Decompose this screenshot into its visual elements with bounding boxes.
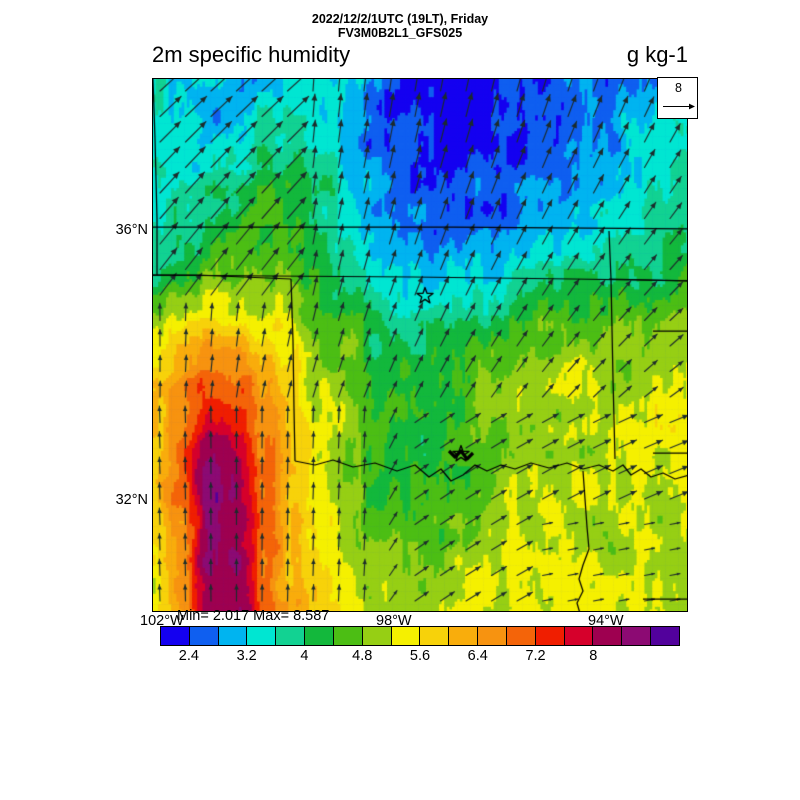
wind-reference-value: 8 (675, 81, 682, 95)
map-plot-area[interactable] (152, 78, 688, 612)
colorbar-tick-4.8: 4.8 (352, 648, 373, 664)
header-block: 2022/12/2/1UTC (19LT), Friday FV3M0B2L1_… (0, 12, 800, 40)
wind-reference-vector-legend: 8 (657, 77, 698, 119)
colorbar-segment-13 (535, 627, 565, 645)
page-title: 2m specific humidity (152, 42, 351, 67)
colorbar-tick-4: 4 (300, 648, 309, 664)
colorbar-tick-3.2: 3.2 (236, 648, 257, 664)
colorbar-segment-14 (564, 627, 594, 645)
state-borders-layer (153, 79, 687, 611)
colorbar-segment-8 (391, 627, 421, 645)
colorbar-segment-5 (305, 627, 334, 645)
colorbar-segment-15 (593, 627, 623, 645)
colorbar[interactable]: 2.4 3.2 4 4.8 5.6 6.4 7.2 8 (160, 626, 680, 664)
units-label: g kg-1 (626, 42, 688, 67)
colorbar-segment-7 (362, 627, 392, 645)
colorbar-segment-6 (333, 627, 363, 645)
lon-label-98w: 98°W (376, 613, 412, 629)
colorbar-segment-0 (161, 627, 190, 645)
colorbar-segment-4 (276, 627, 306, 645)
colorbar-tick-8: 8 (589, 648, 598, 664)
colorbar-segment-2 (218, 627, 248, 645)
colorbar-tick-2.4: 2.4 (178, 648, 199, 664)
colorbar-tick-labels: 2.4 3.2 4 4.8 5.6 6.4 7.2 8 (160, 648, 680, 668)
header-line-model: FV3M0B2L1_GFS025 (337, 26, 463, 40)
right-arrow-icon (663, 103, 695, 110)
title-row: 2m specific humidity g kg-1 (152, 42, 688, 68)
colorbar-segment-12 (506, 627, 536, 645)
lat-label-32n: 32°N (115, 492, 148, 508)
colorbar-segment-11 (478, 627, 507, 645)
lat-label-36n: 36°N (115, 222, 148, 238)
lon-label-102w: 102°W (140, 613, 184, 629)
colorbar-segment-10 (449, 627, 479, 645)
colorbar-segment-16 (622, 627, 652, 645)
min-max-annotation: Min= 2.017 Max= 8.587 (177, 608, 330, 624)
header-line-datetime: 2022/12/2/1UTC (19LT), Friday (311, 12, 489, 26)
colorbar-segment-9 (420, 627, 450, 645)
colorbar-tick-6.4: 6.4 (467, 648, 488, 664)
colorbar-segments[interactable] (160, 626, 680, 646)
colorbar-tick-5.6: 5.6 (409, 648, 431, 664)
colorbar-segment-17 (651, 627, 679, 645)
colorbar-segment-1 (189, 627, 219, 645)
lon-label-94w: 94°W (588, 613, 624, 629)
colorbar-tick-7.2: 7.2 (525, 648, 546, 664)
colorbar-segment-3 (247, 627, 277, 645)
